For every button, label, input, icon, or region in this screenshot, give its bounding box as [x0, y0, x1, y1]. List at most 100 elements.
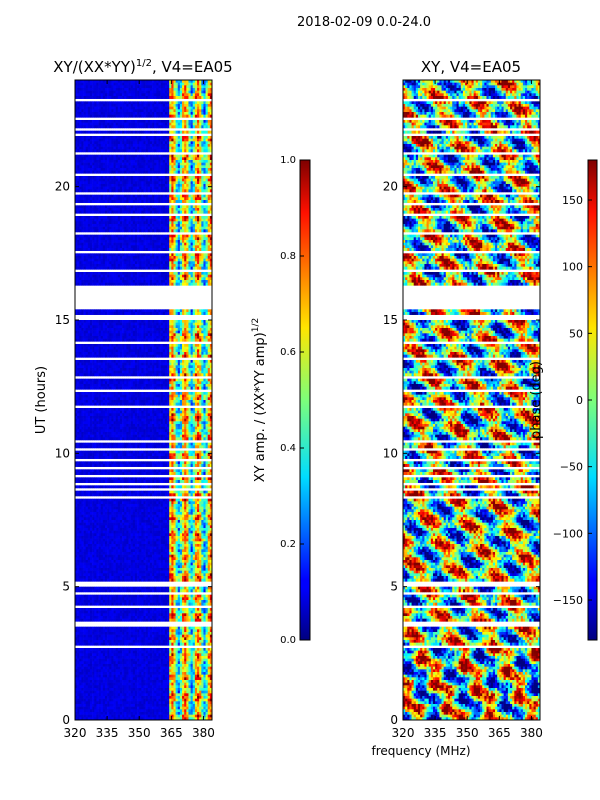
heatmap-cell — [179, 272, 183, 275]
heatmap-cell — [77, 114, 80, 118]
heatmap-cell — [107, 144, 110, 147]
heatmap-cell — [205, 240, 209, 243]
heatmap-cell — [158, 234, 161, 238]
heatmap-cell — [139, 144, 142, 147]
heatmap-cell — [92, 130, 95, 134]
heatmap-cell — [122, 85, 125, 89]
heatmap-cell — [132, 218, 136, 222]
heatmap-cell — [98, 338, 101, 342]
heatmap-cell — [81, 309, 84, 313]
heatmap-cell — [177, 226, 181, 230]
heatmap-cell — [160, 96, 164, 99]
heatmap-cell — [132, 248, 136, 251]
heatmap-cell — [122, 157, 125, 161]
heatmap-cell — [156, 170, 159, 174]
heatmap-cell — [100, 256, 104, 259]
heatmap-cell — [139, 274, 142, 278]
heatmap-cell — [203, 282, 206, 286]
heatmap-cell — [201, 312, 204, 315]
heatmap-cell — [186, 138, 189, 142]
heatmap-cell — [119, 186, 123, 190]
heatmap-cell — [100, 330, 104, 334]
heatmap-cell — [109, 189, 112, 193]
heatmap-cell — [182, 82, 185, 86]
heatmap-cell — [145, 282, 149, 286]
heatmap-cell — [141, 330, 144, 334]
heatmap-cell — [94, 256, 97, 259]
heatmap-cell — [167, 346, 170, 350]
heatmap-cell — [199, 309, 202, 313]
heatmap-cell — [199, 277, 202, 281]
heatmap-cell — [98, 106, 101, 110]
heatmap-cell — [149, 226, 153, 230]
heatmap-cell — [81, 160, 84, 163]
heatmap-cell — [117, 242, 121, 246]
heatmap-cell — [137, 90, 140, 94]
heatmap-cell — [179, 282, 183, 286]
heatmap-cell — [124, 328, 127, 331]
heatmap-cell — [132, 320, 136, 323]
heatmap-cell — [188, 234, 191, 238]
heatmap-cell — [179, 197, 183, 201]
heatmap-cell — [109, 274, 112, 278]
heatmap-cell — [124, 101, 127, 105]
heatmap-cell — [104, 114, 108, 118]
heatmap-cell — [162, 234, 166, 238]
heatmap-cell — [201, 186, 204, 190]
heatmap-cell — [117, 104, 121, 107]
heatmap-cell — [156, 346, 159, 350]
heatmap-cell — [194, 218, 198, 222]
heatmap-cell — [119, 330, 123, 334]
heatmap-cell — [134, 224, 138, 227]
heatmap-cell — [132, 162, 136, 166]
heatmap-cell — [77, 280, 80, 283]
heatmap-cell — [119, 200, 123, 203]
heatmap-cell — [147, 141, 151, 145]
heatmap-cell — [188, 181, 191, 185]
heatmap-cell — [156, 216, 159, 219]
heatmap-cell — [83, 229, 86, 233]
heatmap-cell — [182, 165, 185, 169]
heatmap-cell — [132, 338, 136, 342]
heatmap-cell — [107, 272, 110, 275]
heatmap-cell — [89, 101, 93, 105]
heatmap-cell — [177, 88, 181, 91]
heatmap-cell — [201, 325, 204, 329]
heatmap-cell — [96, 248, 99, 251]
heatmap-cell — [143, 184, 146, 187]
heatmap-cell — [158, 176, 161, 179]
heatmap-cell — [124, 272, 127, 275]
heatmap-cell — [173, 85, 176, 89]
heatmap-cell — [207, 309, 211, 313]
heatmap-cell — [197, 309, 200, 313]
heatmap-cell — [139, 168, 142, 171]
heatmap-cell — [119, 240, 123, 243]
heatmap-cell — [139, 234, 142, 238]
heatmap-cell — [197, 112, 200, 115]
heatmap-cell — [158, 186, 161, 190]
heatmap-cell — [190, 346, 194, 350]
heatmap-cell — [184, 229, 187, 233]
heatmap-cell — [89, 261, 93, 265]
heatmap-cell — [130, 200, 134, 203]
heatmap-cell — [194, 336, 198, 339]
heatmap-cell — [134, 104, 138, 107]
heatmap-cell — [122, 101, 125, 105]
heatmap-cell — [75, 242, 78, 246]
heatmap-cell — [173, 141, 176, 145]
heatmap-cell — [156, 328, 159, 331]
heatmap-cell — [199, 226, 202, 230]
heatmap-cell — [102, 344, 106, 347]
heatmap-cell — [79, 205, 82, 209]
heatmap-cell — [122, 258, 125, 262]
heatmap-cell — [111, 338, 114, 342]
heatmap-cell — [111, 221, 114, 225]
heatmap-cell — [207, 181, 211, 185]
heatmap-cell — [119, 346, 123, 350]
heatmap-cell — [171, 162, 174, 166]
heatmap-cell — [115, 122, 119, 126]
heatmap-cell — [134, 258, 138, 262]
heatmap-cell — [98, 256, 101, 259]
heatmap-cell — [205, 280, 209, 283]
heatmap-cell — [100, 245, 104, 249]
